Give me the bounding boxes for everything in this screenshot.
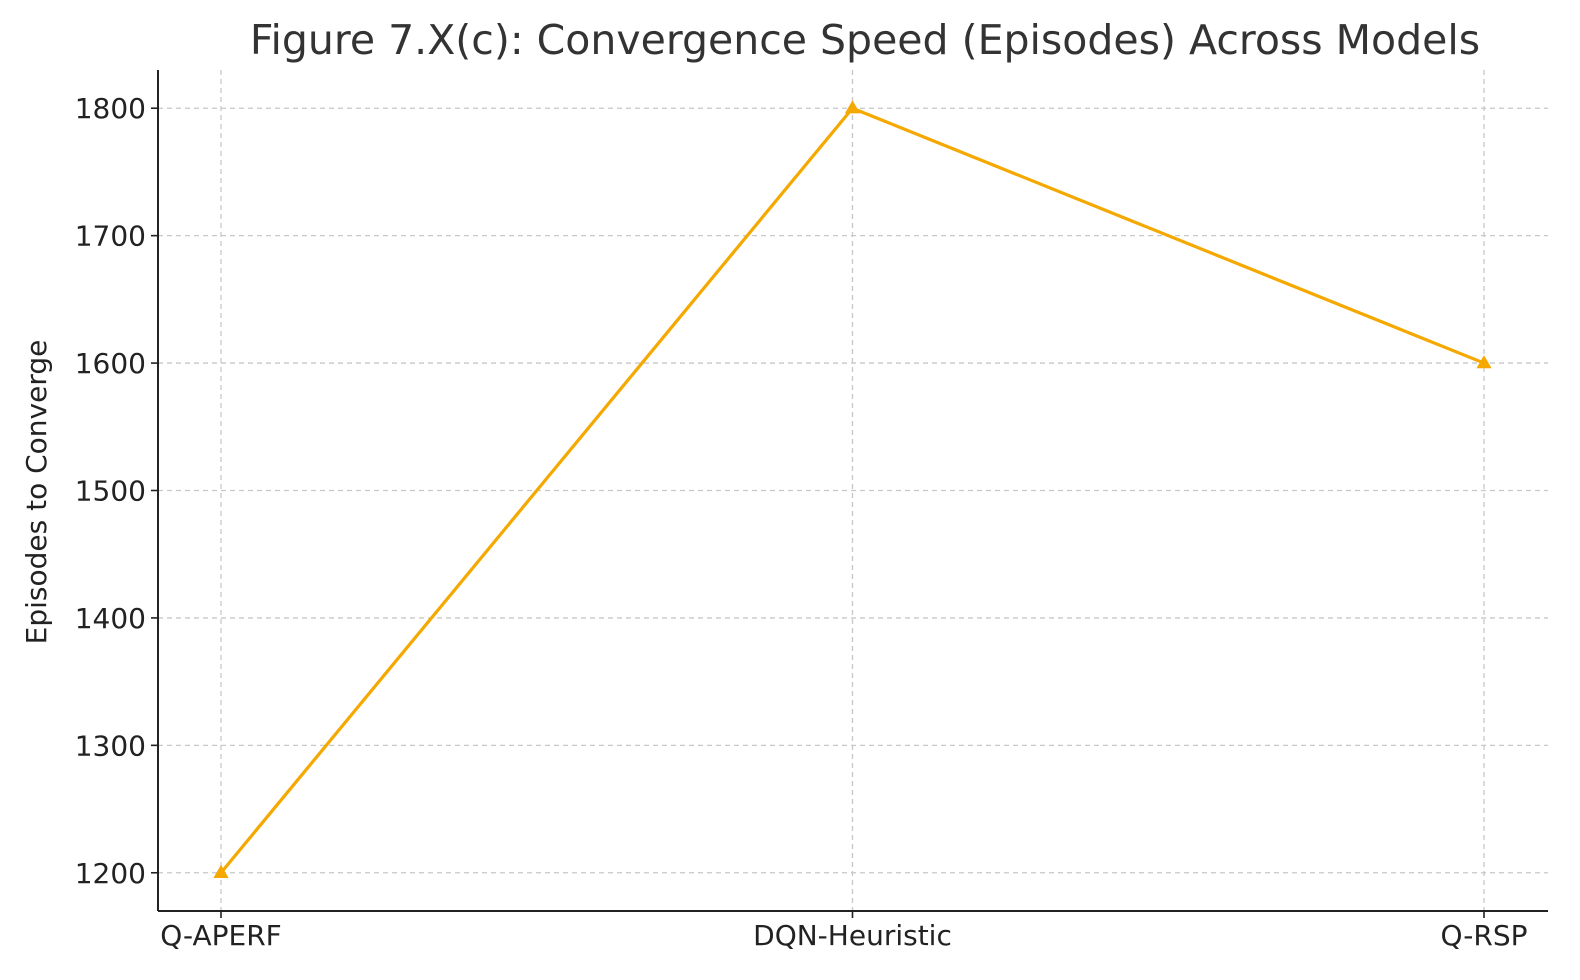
data-point-triangle xyxy=(1476,355,1492,369)
x-tick-label: Q-RSP xyxy=(1440,919,1527,952)
chart-title: Figure 7.X(c): Convergence Speed (Episod… xyxy=(250,16,1480,64)
y-tick-label: 1800 xyxy=(75,92,146,125)
y-tick-label: 1200 xyxy=(75,857,146,890)
y-axis-label: Episodes to Converge xyxy=(20,340,53,645)
series-layer xyxy=(213,100,1492,878)
x-tick-label: DQN-Heuristic xyxy=(753,919,952,952)
grid-layer xyxy=(158,70,1548,911)
y-tick-label: 1400 xyxy=(75,602,146,635)
y-tick-label: 1300 xyxy=(75,729,146,762)
ticks-layer: 1200 1300 1400 1500 1600 1700 1800 Q-APERF DQN-H… xyxy=(75,92,1528,952)
y-tick-label: 1700 xyxy=(75,220,146,253)
y-tick-label: 1600 xyxy=(75,347,146,380)
data-point-triangle xyxy=(213,864,229,878)
data-point-triangle xyxy=(844,100,861,114)
x-tick-label: Q-APERF xyxy=(160,919,282,952)
y-tick-label: 1500 xyxy=(75,475,146,508)
